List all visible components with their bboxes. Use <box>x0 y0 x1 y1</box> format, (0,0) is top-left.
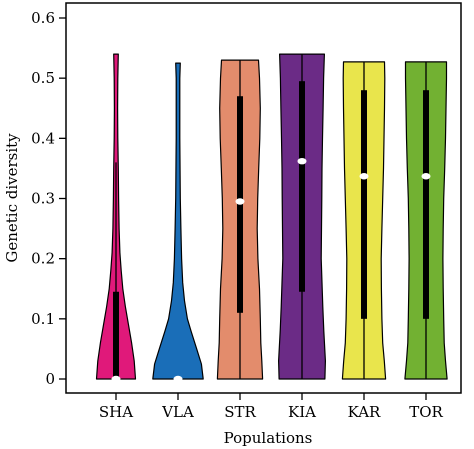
median-point-vla <box>173 375 183 383</box>
violin-tor <box>404 61 448 380</box>
x-tick-label-sha: SHA <box>99 403 133 421</box>
x-tick-label-kar: KAR <box>348 403 381 421</box>
median-point-str <box>235 198 245 205</box>
violin-body-vla <box>152 62 204 380</box>
x-axis: SHA VLA STR KIA KAR TOR <box>99 393 443 421</box>
y-tick-label-2: 0.2 <box>31 250 55 268</box>
y-axis-title: Genetic diversity <box>3 133 21 263</box>
y-axis: 0 0.1 0.2 0.3 0.4 0.5 0.6 <box>31 9 66 388</box>
x-tick-label-tor: TOR <box>409 403 443 421</box>
violin-kar <box>341 61 387 380</box>
y-tick-label-3: 0.3 <box>31 190 55 208</box>
x-axis-title: Populations <box>224 429 313 447</box>
y-tick-label-6: 0.6 <box>31 9 55 27</box>
y-tick-label-1: 0.1 <box>31 310 55 328</box>
y-tick-label-5: 0.5 <box>31 69 55 87</box>
median-point-tor <box>421 173 431 180</box>
y-tick-label-0: 0 <box>45 370 55 388</box>
iqr-bar-tor <box>423 90 429 319</box>
violin-vla <box>152 62 204 383</box>
x-tick-label-vla: VLA <box>161 403 194 421</box>
median-point-kia <box>297 157 307 165</box>
y-tick-label-4: 0.4 <box>31 129 55 147</box>
x-tick-label-str: STR <box>224 403 256 421</box>
x-tick-label-kia: KIA <box>288 403 316 421</box>
violin-sha <box>95 53 137 383</box>
iqr-bar-kar <box>361 90 367 319</box>
violin-kia <box>278 53 326 380</box>
iqr-bar-kia <box>299 81 305 292</box>
iqr-bar-sha <box>113 291 119 379</box>
violin-str <box>216 59 264 380</box>
violin-layer <box>95 53 448 383</box>
median-point-kar <box>359 173 369 180</box>
median-point-sha <box>111 375 121 383</box>
